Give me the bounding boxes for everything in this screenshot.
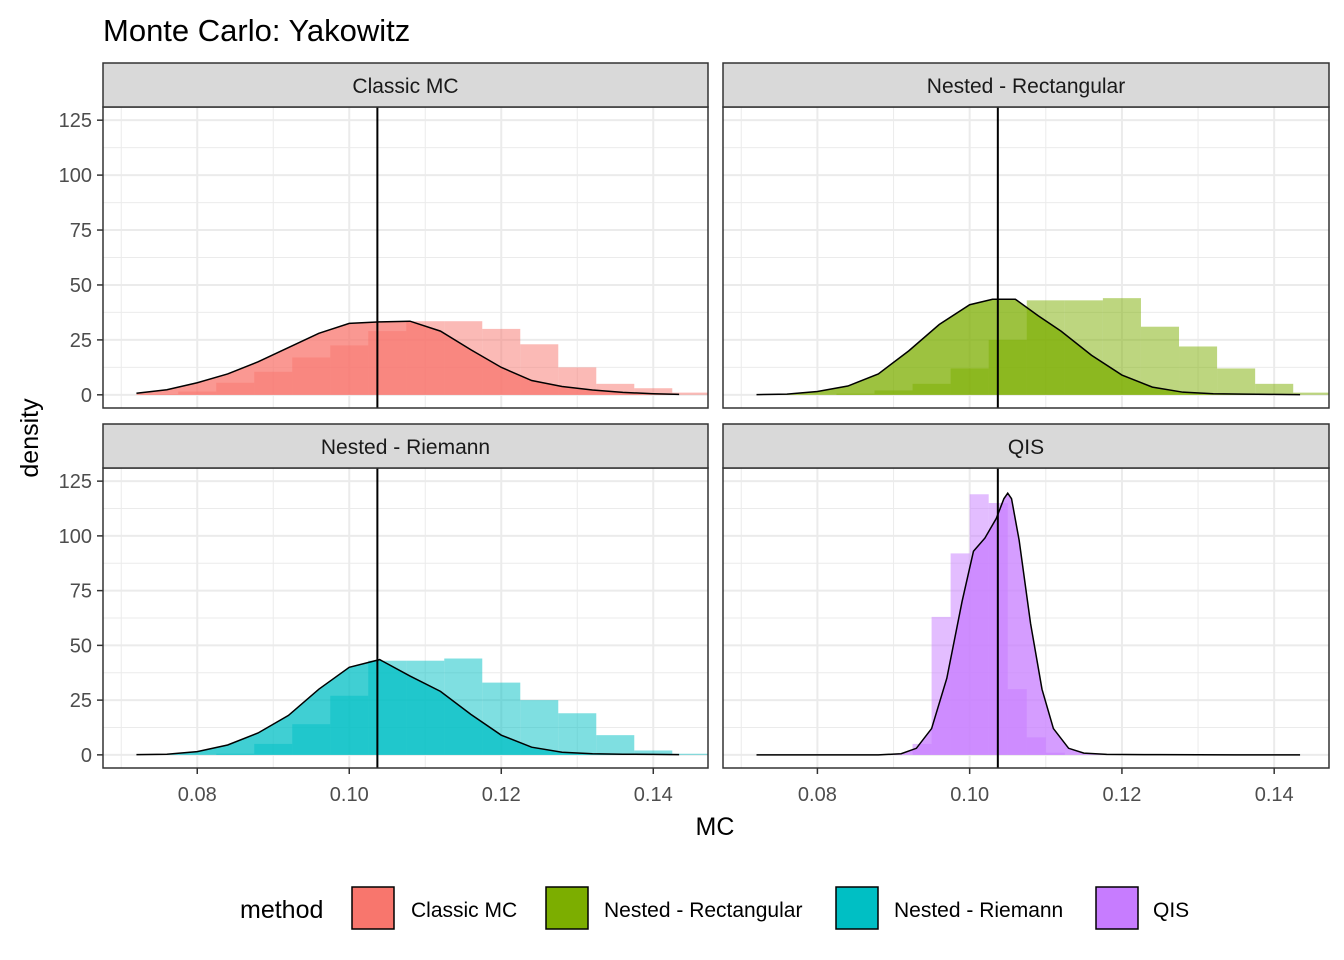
panel-qis: QIS 0.08 0.10 0.12 0.14 (722, 423, 1330, 806)
density-area (136, 659, 680, 755)
histogram-bar (634, 388, 673, 395)
y-tick-label: 25 (70, 330, 92, 352)
x-tick-label: 0.14 (634, 784, 673, 806)
histogram-bar (1293, 392, 1329, 395)
x-tick-label: 0.08 (178, 784, 217, 806)
panel-nested-rectangular: Nested - Rectangular (722, 62, 1330, 409)
legend-title: method (240, 896, 323, 924)
legend-label: Nested - Rectangular (604, 899, 802, 922)
legend-key (835, 886, 879, 930)
histogram-bar (1255, 383, 1294, 395)
legend-key (351, 886, 395, 930)
legend-label: Classic MC (411, 899, 517, 922)
y-tick-label: 75 (70, 581, 92, 603)
legend: method Classic MC Nested - Rectangular Nes… (240, 886, 1189, 930)
strip-background (102, 423, 709, 469)
legend-label: QIS (1153, 899, 1189, 922)
y-tick-label: 125 (59, 471, 92, 493)
density-area (136, 321, 680, 395)
density-line (136, 320, 680, 396)
histogram-bar (1179, 346, 1218, 395)
histogram-bar (596, 383, 635, 395)
x-axis-label: MC (696, 813, 735, 841)
y-tick-label: 125 (59, 110, 92, 132)
histogram-bar (672, 753, 708, 755)
y-tick-label: 75 (70, 220, 92, 242)
strip-label: Classic MC (352, 75, 458, 98)
y-axis-label: density (16, 398, 44, 478)
x-tick-label: 0.12 (1102, 784, 1141, 806)
strip-background (102, 62, 709, 108)
density-line (756, 491, 1301, 756)
x-tick-label: 0.12 (482, 784, 521, 806)
legend-key (545, 886, 589, 930)
x-tick-label: 0.08 (798, 784, 837, 806)
strip-background (722, 423, 1330, 469)
x-tick-label: 0.14 (1255, 784, 1294, 806)
panel-nested-riemann: Nested - Riemann 0 25 50 75 100 125 0.08 0.10 0.1… (59, 423, 709, 806)
x-tick-label: 0.10 (950, 784, 989, 806)
legend-label: Nested - Riemann (894, 899, 1063, 922)
histogram-bar (1217, 368, 1256, 395)
density-line (136, 658, 680, 756)
strip-label: Nested - Riemann (321, 436, 490, 459)
chart-title: Monte Carlo: Yakowitz (103, 13, 410, 48)
histogram-bar (1140, 326, 1180, 395)
y-tick-label: 25 (70, 690, 92, 712)
strip-label: Nested - Rectangular (927, 75, 1125, 98)
panel-classic-mc: Classic MC 0 25 50 75 100 125 (59, 62, 709, 409)
strip-background (722, 62, 1330, 108)
density-area (756, 299, 1301, 395)
density-area (756, 493, 1301, 755)
facet-panels: Classic MC 0 25 50 75 100 125 Nested - Rectangu… (59, 62, 1330, 806)
legend-key (1095, 886, 1139, 930)
x-tick-label: 0.10 (330, 784, 369, 806)
histogram-bar (558, 713, 597, 755)
histogram-bar (596, 735, 635, 755)
y-tick-label: 0 (81, 745, 92, 767)
y-tick-label: 50 (70, 275, 92, 297)
histogram-bar (672, 392, 708, 395)
y-tick-label: 0 (81, 385, 92, 407)
y-tick-label: 100 (59, 526, 92, 548)
y-tick-label: 100 (59, 165, 92, 187)
y-tick-label: 50 (70, 635, 92, 657)
strip-label: QIS (1008, 436, 1044, 459)
density-line (756, 298, 1301, 396)
histogram-bar (634, 750, 673, 755)
